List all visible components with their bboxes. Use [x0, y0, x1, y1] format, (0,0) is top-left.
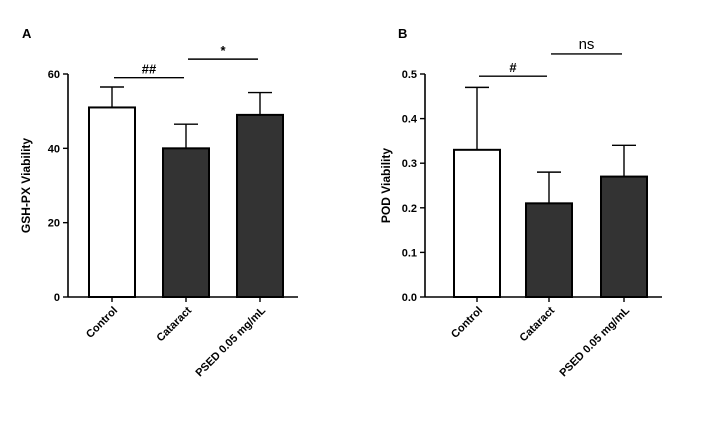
panel-b-bar [525, 202, 573, 298]
panel-b-significance-label: # [509, 60, 517, 75]
panel-a-y-axis-label: GSH-PX Viability [19, 138, 33, 233]
panel-a-category-label: PSED 0.05 mg/mL [193, 304, 268, 379]
panel-b-significance-label: ns [579, 36, 595, 53]
panel-b-category-label: Cataract [518, 304, 558, 344]
panel-b-y-tick-label: 0.4 [402, 114, 418, 126]
panel-a-y-tick-label: 40 [48, 143, 60, 155]
panel-a-significance-label: * [220, 43, 226, 58]
panel-a: A 0 20 40 60 GSH-PX Viability Control Cataract… [19, 26, 298, 379]
panel-b-bar [453, 148, 501, 298]
panel-a-bar [236, 113, 284, 298]
panel-a-letter: A [22, 26, 32, 41]
panel-a-bar [88, 106, 136, 298]
panel-b-letter: B [398, 26, 407, 41]
panel-b-y-tick-label: 0.0 [402, 292, 417, 304]
panel-b-y-tick-label: 0.5 [402, 69, 417, 81]
panel-a-y-tick-label: 20 [48, 218, 60, 230]
panel-a-bar [162, 147, 210, 298]
panel-b-y-axis-label: POD Viability [379, 148, 393, 223]
panel-a-significance-label: ## [142, 62, 157, 77]
panel-b-bar [600, 175, 648, 298]
panel-a-category-label: Control [84, 305, 120, 341]
panel-a-y-tick-label: 0 [54, 292, 60, 304]
panel-b-y-tick-label: 0.2 [402, 203, 417, 215]
panel-a-category-label: Cataract [155, 304, 195, 344]
panel-b-category-label: PSED 0.05 mg/mL [557, 304, 632, 379]
panel-b-y-tick-label: 0.1 [402, 247, 417, 259]
panel-b: B 0.0 0.1 0.2 0.3 0.4 0.5 POD Viability Control… [379, 26, 662, 379]
panel-b-category-label: Control [449, 305, 485, 341]
panel-a-y-tick-label: 60 [48, 69, 60, 81]
panel-b-y-tick-label: 0.3 [402, 158, 417, 170]
